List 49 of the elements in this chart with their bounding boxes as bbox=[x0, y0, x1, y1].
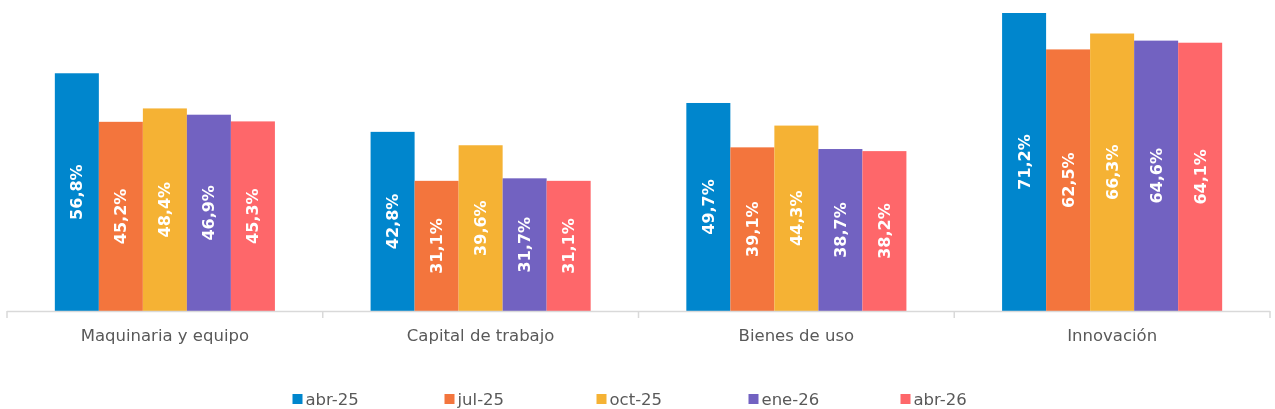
data-label: 46,9% bbox=[199, 185, 219, 241]
data-label: 38,2% bbox=[874, 203, 894, 259]
bar bbox=[230, 121, 275, 311]
x-tick-label: Maquinaria y equipo bbox=[80, 325, 250, 345]
bar bbox=[414, 180, 459, 311]
x-tick-label: Bienes de uso bbox=[738, 325, 855, 345]
bar bbox=[546, 180, 591, 311]
bar bbox=[458, 145, 503, 311]
legend-label: ene-26 bbox=[761, 389, 820, 409]
data-label: 64,1% bbox=[1190, 149, 1210, 205]
legend-label: abr-26 bbox=[913, 389, 967, 409]
legend-label: jul-25 bbox=[456, 389, 505, 409]
data-label: 42,8% bbox=[383, 193, 403, 250]
bar bbox=[730, 147, 775, 311]
data-label: 56,8% bbox=[67, 164, 87, 220]
legend-label: oct-25 bbox=[609, 389, 663, 409]
data-label: 48,4% bbox=[155, 181, 175, 238]
data-label: 38,7% bbox=[830, 202, 850, 258]
data-label: 31,7% bbox=[515, 216, 535, 273]
x-tick-label: Capital de trabajo bbox=[406, 325, 555, 345]
bar bbox=[186, 114, 231, 311]
data-label: 39,1% bbox=[742, 201, 762, 257]
x-tick-label: Innovación bbox=[1067, 325, 1158, 345]
bar bbox=[142, 108, 187, 311]
data-label: 39,6% bbox=[471, 200, 491, 256]
data-label: 45,2% bbox=[111, 188, 131, 245]
bar bbox=[1002, 13, 1047, 311]
data-label: 49,7% bbox=[698, 179, 718, 235]
data-label: 31,1% bbox=[559, 218, 579, 274]
data-label: 44,3% bbox=[786, 190, 806, 247]
bar bbox=[54, 73, 99, 311]
bar bbox=[774, 125, 819, 311]
bar bbox=[862, 151, 907, 311]
bar bbox=[818, 149, 863, 311]
data-label: 66,3% bbox=[1102, 144, 1122, 201]
bar bbox=[686, 102, 731, 311]
data-label: 31,1% bbox=[427, 218, 447, 274]
legend-label: abr-25 bbox=[305, 389, 359, 409]
bar bbox=[370, 131, 415, 311]
data-label: 71,2% bbox=[1014, 134, 1034, 190]
bar bbox=[1178, 42, 1223, 311]
data-label: 62,5% bbox=[1058, 152, 1078, 208]
bar bbox=[98, 121, 143, 311]
data-label: 45,3% bbox=[243, 188, 263, 244]
bar bbox=[1134, 40, 1179, 311]
bar bbox=[1090, 33, 1135, 311]
bar bbox=[502, 178, 547, 311]
data-label: 64,6% bbox=[1146, 148, 1166, 204]
bar bbox=[1046, 49, 1091, 311]
